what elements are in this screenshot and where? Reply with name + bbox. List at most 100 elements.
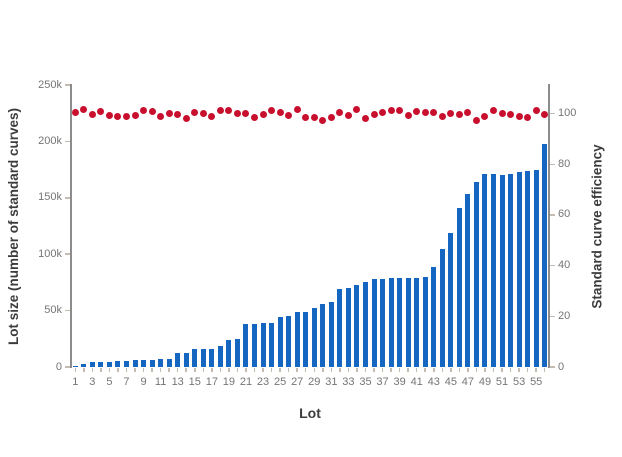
lot-size-bar — [132, 360, 138, 367]
efficiency-dot — [131, 112, 139, 120]
lot-size-bar — [175, 353, 181, 367]
right-tick-mark — [550, 366, 555, 368]
x-tick-mark — [176, 368, 179, 372]
lot-size-bar — [456, 207, 462, 367]
lot-size-bar — [209, 348, 215, 367]
left-tick-label: 250k — [38, 78, 62, 91]
left-tick-label: 0 — [55, 360, 62, 373]
x-tick-label: 5 — [106, 376, 113, 388]
efficiency-dot — [361, 115, 369, 123]
right-tick-label: 40 — [558, 259, 571, 272]
efficiency-dot — [455, 111, 463, 119]
x-axis-title: Lot — [299, 405, 321, 421]
lot-size-bar — [123, 361, 129, 367]
efficiency-dot — [353, 106, 361, 114]
right-tick-label: 20 — [558, 309, 571, 322]
x-tick-mark — [296, 368, 298, 372]
efficiency-dot — [319, 116, 327, 124]
efficiency-dot — [216, 107, 224, 115]
efficiency-dot — [157, 112, 165, 120]
x-tick-mark — [245, 368, 247, 372]
efficiency-dot — [276, 109, 284, 117]
lot-size-bar — [260, 323, 266, 367]
efficiency-dot — [259, 111, 267, 119]
efficiency-dot — [430, 109, 438, 117]
lot-size-bar — [499, 175, 505, 367]
x-tick-mark — [501, 368, 503, 372]
x-tick-mark — [185, 368, 187, 372]
lot-size-bar — [397, 277, 403, 367]
efficiency-dot — [507, 111, 515, 119]
efficiency-dot — [532, 107, 540, 115]
left-tick-label: 200k — [38, 134, 62, 147]
x-tick-label: 31 — [325, 376, 338, 388]
left-axis-line — [70, 84, 72, 368]
efficiency-dot — [447, 110, 455, 118]
x-tick-label: 1 — [72, 376, 79, 388]
efficiency-dot — [481, 112, 489, 120]
lot-size-bar — [81, 363, 87, 367]
x-tick-label: 23 — [256, 376, 270, 388]
lot-size-bar — [439, 248, 445, 367]
x-tick-label: 39 — [393, 376, 406, 388]
x-tick-label: 11 — [154, 376, 167, 388]
x-tick-mark — [330, 368, 333, 372]
efficiency-dot — [302, 114, 310, 122]
lot-size-bar — [98, 362, 104, 367]
efficiency-dot — [404, 112, 412, 120]
lot-size-bar — [106, 362, 112, 367]
right-tick-label: 80 — [558, 157, 571, 170]
x-tick-mark — [484, 368, 486, 372]
lot-size-bar — [183, 353, 189, 367]
lot-size-bar — [200, 348, 206, 367]
x-tick-mark — [509, 368, 512, 372]
lot-size-bar — [414, 277, 420, 367]
efficiency-dot — [225, 107, 233, 115]
efficiency-dot — [268, 107, 276, 115]
efficiency-dot — [191, 108, 199, 116]
x-tick-label: 25 — [274, 376, 287, 388]
x-tick-mark — [364, 368, 367, 372]
lot-size-bar — [217, 345, 223, 367]
lot-size-bar — [345, 288, 351, 367]
lot-size-bar — [482, 174, 488, 367]
efficiency-dot — [97, 107, 105, 115]
lot-size-bar — [252, 324, 258, 367]
left-tick-mark — [65, 84, 70, 86]
x-tick-mark — [467, 368, 469, 372]
x-tick-mark — [151, 368, 153, 372]
lot-size-bar — [533, 169, 539, 367]
x-tick-mark — [168, 368, 170, 372]
efficiency-dot — [379, 108, 387, 116]
lot-size-bar — [72, 365, 78, 367]
efficiency-dot — [464, 109, 472, 117]
x-tick-mark — [356, 368, 358, 372]
efficiency-dot — [114, 112, 122, 120]
lot-size-bar — [516, 171, 522, 367]
lot-size-bar — [294, 311, 300, 367]
x-tick-mark — [219, 368, 222, 372]
lot-size-bar — [158, 359, 164, 367]
right-tick-mark — [550, 163, 555, 166]
efficiency-dot — [165, 110, 173, 118]
x-tick-label: 15 — [188, 376, 201, 388]
x-tick-mark — [125, 368, 128, 372]
x-tick-mark — [270, 368, 273, 372]
x-tick-mark — [518, 368, 520, 372]
x-tick-mark — [347, 368, 350, 372]
x-tick-mark — [450, 368, 452, 372]
efficiency-dot — [370, 111, 378, 119]
lot-size-bar — [141, 360, 147, 367]
right-tick-mark — [550, 112, 555, 115]
efficiency-dot — [208, 112, 216, 120]
left-tick-label: 50k — [44, 304, 62, 317]
lot-size-bar — [277, 317, 283, 367]
lot-size-bar — [226, 339, 232, 367]
x-tick-mark — [492, 368, 495, 372]
x-tick-mark — [117, 368, 119, 372]
lot-size-bar — [508, 174, 514, 367]
efficiency-dot — [242, 110, 250, 118]
x-tick-label: 49 — [478, 376, 492, 388]
x-tick-mark — [262, 368, 264, 372]
x-tick-label: 27 — [291, 376, 304, 388]
